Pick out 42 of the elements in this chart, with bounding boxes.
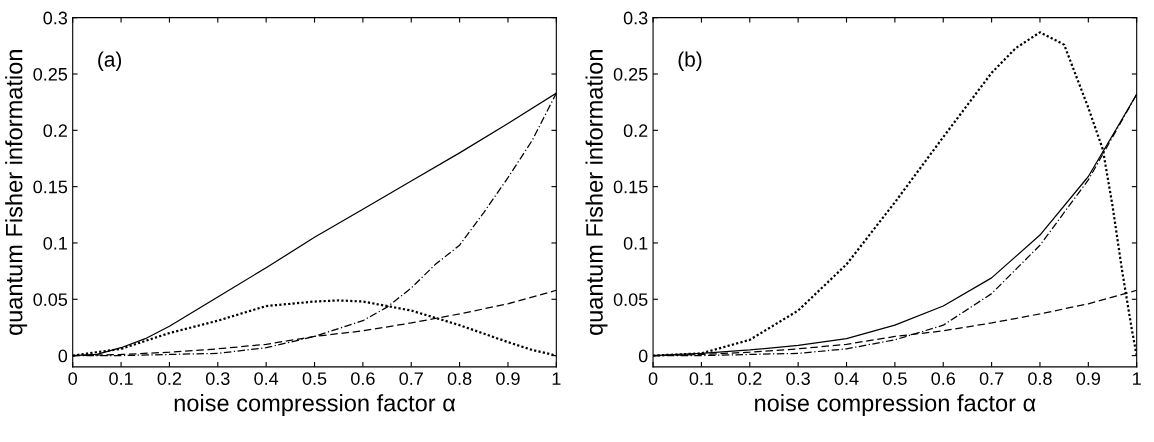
x-tick-label: 0.6 [351,372,375,385]
annotation: (a) [98,51,122,71]
x-axis-title: noise compression factor α [755,394,1036,417]
y-tick-label: 0 [638,349,648,363]
annotation: (b) [678,51,702,71]
y-tick-label: 0.3 [43,11,68,25]
x-tick-label: 0.5 [302,372,327,385]
x-tick-label: 0.8 [1028,372,1052,385]
x-axis-title: noise compression factor α [174,394,456,417]
x-tick-label: 0.1 [109,372,133,385]
x-tick-label: 0.1 [689,372,714,385]
y-tick-label: 0.25 [613,67,648,81]
x-tick-label: 0.3 [786,372,810,385]
y-tick-label: 0.1 [43,236,67,250]
y-tick-label: 0.05 [613,293,648,306]
y-axis-title: quantum Fisher information [585,50,608,335]
y-tick-label: 0.1 [623,236,648,250]
x-tick-label: 0.2 [737,372,762,385]
x-tick-label: 0.3 [205,372,230,385]
x-tick-label: 0.7 [979,372,1004,385]
x-tick-label: 0.8 [447,372,472,385]
x-tick-label: 0.7 [399,372,423,385]
x-tick-label: 0 [648,372,658,385]
x-tick-label: 0.9 [1076,372,1101,385]
x-tick-label: 0.5 [883,372,907,385]
y-tick-label: 0.2 [623,124,648,138]
x-tick-label: 0.4 [254,372,279,385]
x-tick-label: 0 [68,372,78,385]
y-axis-title: quantum Fisher information [5,50,28,335]
y-tick-label: 0.15 [33,180,68,194]
x-tick-label: 1 [552,372,561,385]
x-tick-label: 0.9 [496,372,520,385]
y-tick-label: 0.15 [613,180,648,194]
y-tick-label: 0.05 [33,293,68,306]
y-tick-label: 0.25 [33,67,68,81]
y-tick-label: 0.3 [623,11,648,25]
x-tick-label: 0.2 [157,372,182,385]
x-tick-label: 1 [1133,372,1141,385]
y-tick-label: 0.2 [43,124,67,138]
x-tick-label: 0.6 [931,372,955,385]
x-tick-label: 0.4 [834,372,859,385]
y-tick-label: 0 [58,349,68,363]
